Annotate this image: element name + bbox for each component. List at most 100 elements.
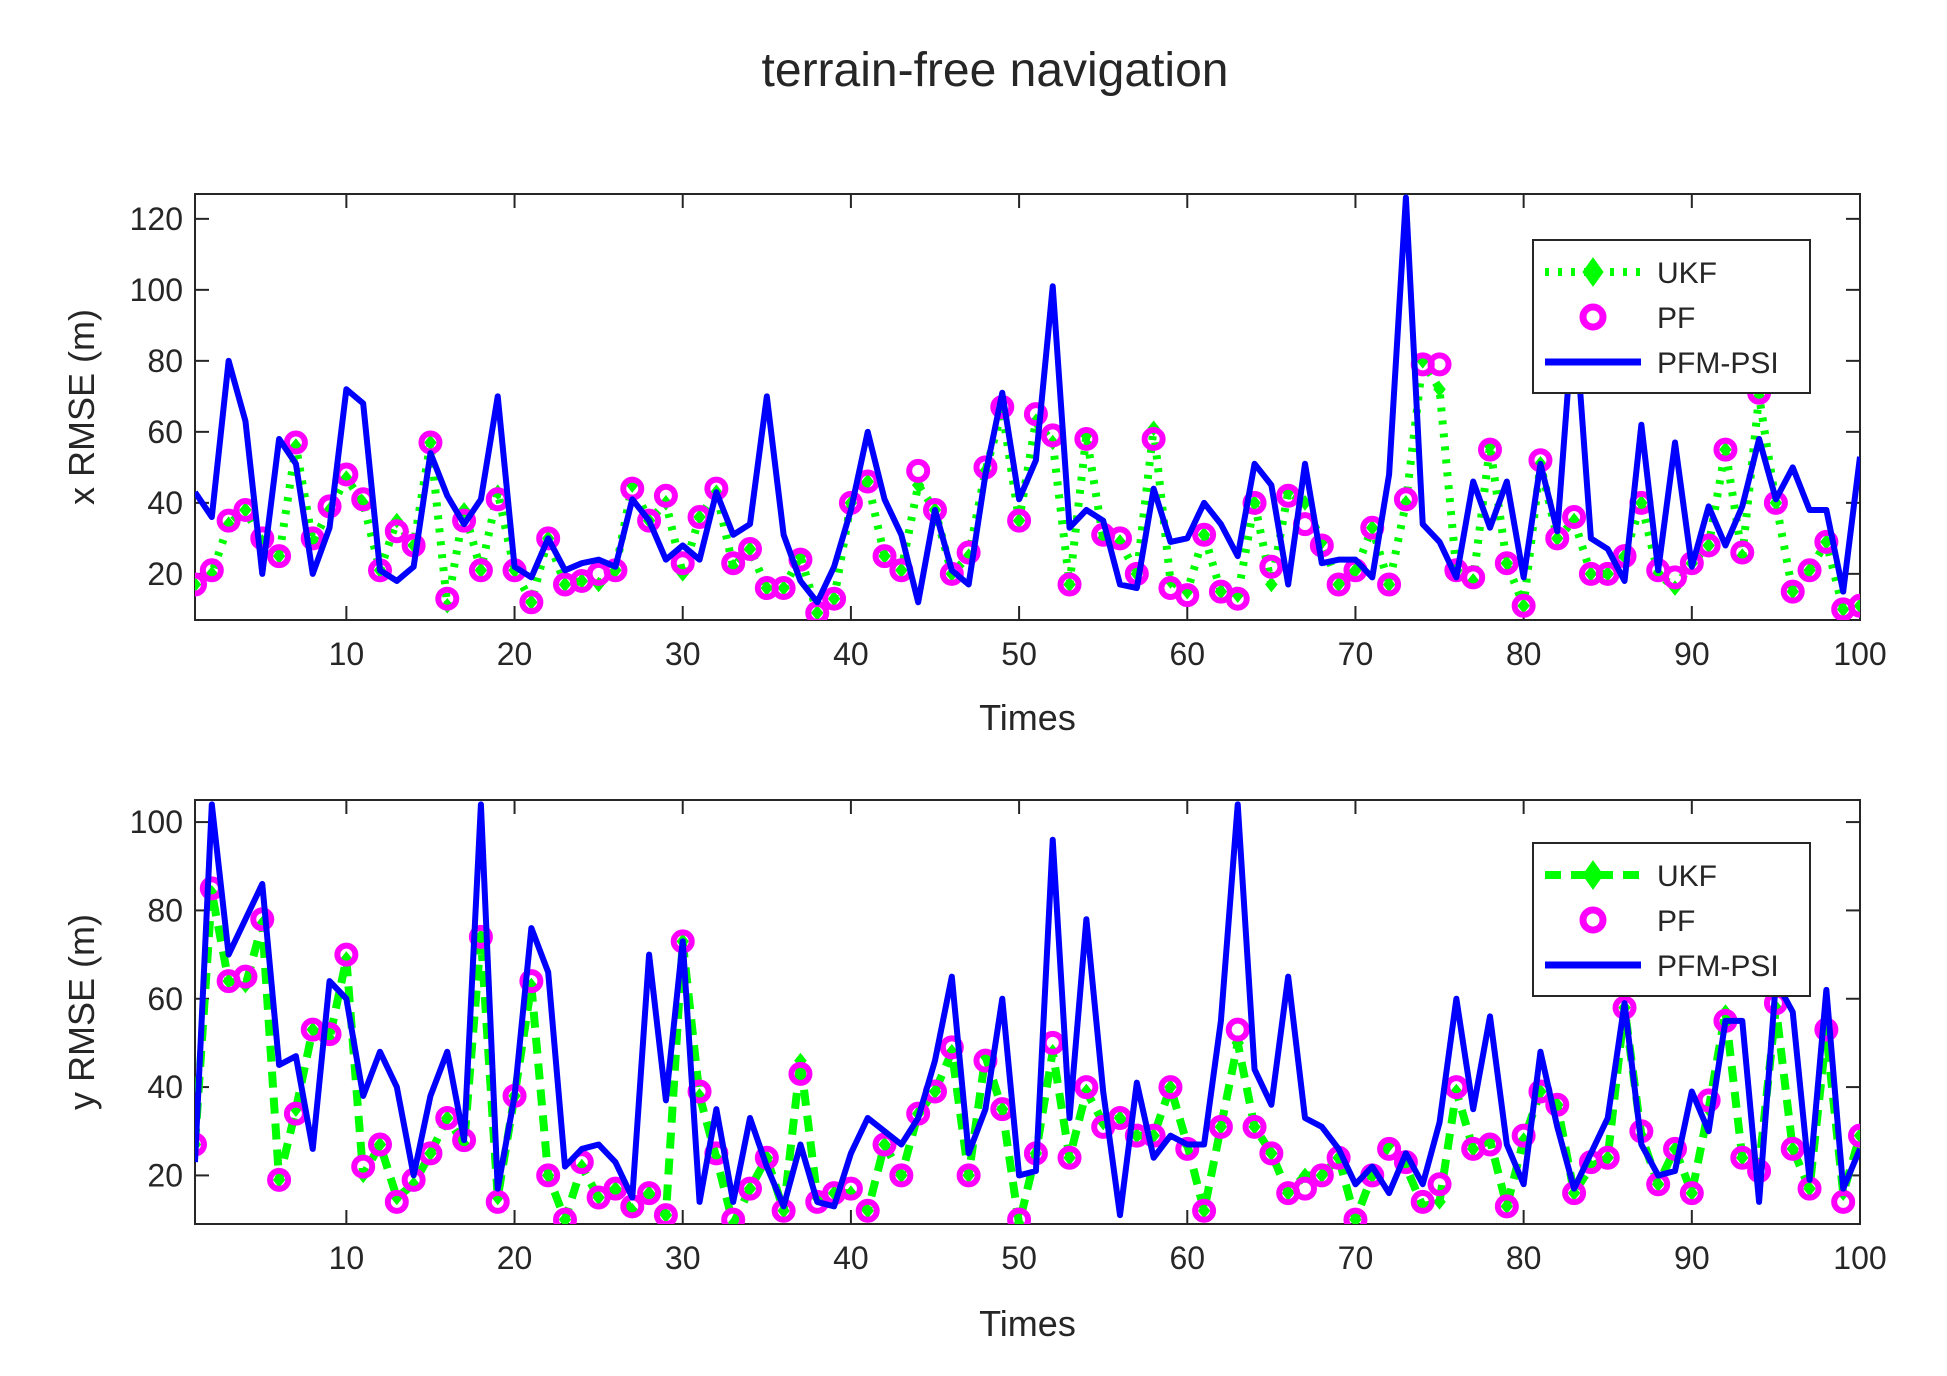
pf-point bbox=[1562, 505, 1587, 530]
legend: UKF PF PFM-PSI bbox=[1532, 842, 1811, 997]
legend-pf-label: PF bbox=[1657, 302, 1695, 335]
pf-point bbox=[1074, 426, 1099, 451]
pf-point bbox=[1192, 522, 1217, 547]
x-axis-label: Times bbox=[979, 697, 1076, 738]
pf-point bbox=[1595, 1145, 1620, 1170]
pfm-psi-series-line bbox=[195, 801, 1860, 1219]
pf-point bbox=[1276, 483, 1301, 508]
ukf-point bbox=[1012, 1216, 1026, 1224]
x-tick-label: 40 bbox=[833, 1240, 869, 1276]
x-tick-label: 20 bbox=[497, 636, 533, 672]
pf-point bbox=[368, 1132, 392, 1157]
pf-point bbox=[300, 526, 325, 551]
pf-point bbox=[452, 508, 477, 533]
legend-box bbox=[1532, 842, 1811, 997]
pf-point bbox=[1040, 1030, 1065, 1055]
y-tick-label: 100 bbox=[130, 272, 183, 308]
pf-point bbox=[267, 1167, 292, 1192]
pf-point bbox=[1427, 352, 1452, 377]
pf-point bbox=[195, 1132, 207, 1157]
x-tick-label: 30 bbox=[665, 1240, 701, 1276]
legend-pfm-label: PFM-PSI bbox=[1657, 950, 1779, 983]
axes-box bbox=[194, 193, 1861, 621]
pf-point bbox=[653, 483, 678, 508]
pf-point bbox=[1427, 1172, 1452, 1197]
ukf-point bbox=[1853, 1127, 1860, 1144]
x-tick-label: 70 bbox=[1338, 1240, 1374, 1276]
pf-point bbox=[233, 964, 258, 989]
x-tick-label: 100 bbox=[1833, 1240, 1886, 1276]
y-tick-label: 40 bbox=[147, 485, 183, 521]
x-axis-label: Times bbox=[979, 1303, 1076, 1344]
pf-point bbox=[384, 519, 409, 544]
pf-point bbox=[1713, 437, 1738, 462]
pf-point bbox=[1293, 1176, 1317, 1201]
legend-ukf-marker bbox=[1582, 257, 1604, 287]
pf-point bbox=[519, 590, 544, 615]
pf-point bbox=[1007, 508, 1032, 533]
x-tick-label: 80 bbox=[1506, 636, 1542, 672]
pf-point bbox=[485, 1189, 510, 1214]
pf-point bbox=[906, 458, 931, 483]
pf-point bbox=[1494, 551, 1519, 576]
pf-point bbox=[637, 508, 662, 533]
ukf-point bbox=[558, 1211, 572, 1224]
pf-point bbox=[435, 586, 460, 611]
pf-point bbox=[195, 572, 207, 597]
x-tick-label: 90 bbox=[1674, 1240, 1710, 1276]
ukf-series-line bbox=[195, 888, 1860, 1224]
ukf-point bbox=[1349, 1211, 1362, 1224]
pf-point bbox=[721, 551, 746, 576]
y-tick-label: 120 bbox=[130, 201, 183, 237]
pf-point bbox=[1023, 402, 1048, 427]
pf-point bbox=[418, 1141, 443, 1166]
pf-point bbox=[1478, 437, 1502, 462]
x-tick-label: 100 bbox=[1833, 636, 1886, 672]
pf-point bbox=[1208, 1114, 1233, 1139]
legend-ukf-marker bbox=[1582, 860, 1604, 890]
pf-point bbox=[1259, 554, 1284, 579]
pf-point bbox=[1242, 1114, 1267, 1139]
pf-point bbox=[1192, 1198, 1217, 1223]
pf-point bbox=[1175, 583, 1200, 608]
pf-point bbox=[1730, 1145, 1755, 1170]
legend-pf-marker bbox=[1579, 303, 1607, 331]
pf-point bbox=[653, 1203, 678, 1224]
pf-point bbox=[872, 544, 897, 569]
ukf-point bbox=[1433, 381, 1446, 398]
y-tick-label: 80 bbox=[147, 343, 183, 379]
x-tick-label: 30 bbox=[665, 636, 701, 672]
x-tick-label: 10 bbox=[329, 636, 365, 672]
pf-point bbox=[1007, 1207, 1032, 1224]
x-tick-label: 40 bbox=[833, 636, 869, 672]
pf-point bbox=[1696, 1088, 1721, 1113]
x-tick-label: 20 bbox=[497, 1240, 533, 1276]
ukf-point bbox=[726, 1216, 740, 1224]
pf-point bbox=[721, 1207, 746, 1224]
pf-point bbox=[1478, 1132, 1502, 1157]
pf-point bbox=[1108, 526, 1132, 551]
pf-point bbox=[1225, 586, 1250, 611]
y-tick-label: 60 bbox=[147, 981, 183, 1017]
pf-point bbox=[536, 1163, 561, 1188]
pf-point bbox=[317, 1022, 342, 1047]
pf-point bbox=[771, 576, 796, 601]
x-tick-label: 10 bbox=[329, 1240, 365, 1276]
pf-point bbox=[384, 1189, 409, 1214]
chart-title: terrain-free navigation bbox=[762, 44, 1229, 97]
y-rmse-panel: 10 20 30 40 50 60 70 80 90 100 20 40 60 80 100 Times y R… bbox=[61, 799, 1887, 1344]
pf-point bbox=[1057, 1145, 1082, 1170]
pf-point bbox=[1780, 579, 1805, 604]
pf-point bbox=[468, 558, 493, 583]
plot-area bbox=[195, 801, 1860, 1224]
pf-point bbox=[1730, 540, 1755, 565]
pf-point bbox=[1494, 1194, 1519, 1219]
pf-point bbox=[872, 1132, 897, 1157]
pf-point bbox=[435, 1106, 460, 1130]
pf-point bbox=[956, 1163, 981, 1188]
pf-point bbox=[267, 544, 292, 569]
plot-area bbox=[195, 194, 1860, 620]
pf-point bbox=[738, 537, 762, 561]
x-rmse-panel: 10 20 30 40 50 60 70 80 90 100 20 40 60 80 100 120 Times… bbox=[61, 193, 1887, 738]
